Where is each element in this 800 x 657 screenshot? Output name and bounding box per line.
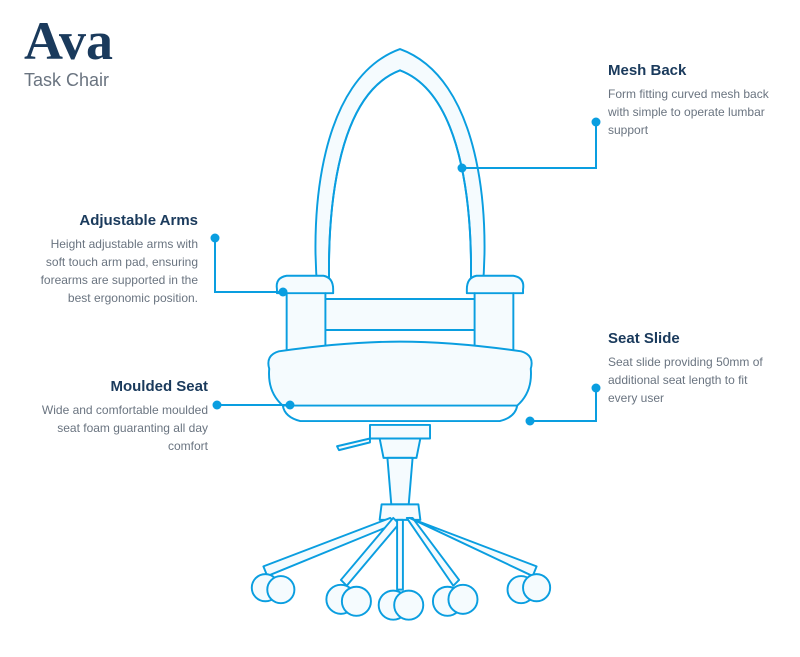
callout-title: Mesh Back bbox=[608, 62, 778, 79]
callout-moulded-seat: Moulded Seat Wide and comfortable moulde… bbox=[38, 378, 208, 455]
callout-title: Moulded Seat bbox=[38, 378, 208, 395]
product-title-block: Ava Task Chair bbox=[24, 14, 113, 91]
callout-body: Wide and comfortable moulded seat foam g… bbox=[38, 401, 208, 455]
callout-adjustable-arms: Adjustable Arms Height adjustable arms w… bbox=[28, 212, 198, 307]
product-subtitle: Task Chair bbox=[24, 70, 113, 91]
callout-body: Height adjustable arms with soft touch a… bbox=[28, 235, 198, 307]
callout-body: Seat slide providing 50mm of additional … bbox=[608, 353, 778, 407]
callout-title: Seat Slide bbox=[608, 330, 778, 347]
callout-title: Adjustable Arms bbox=[28, 212, 198, 229]
callout-seat-slide: Seat Slide Seat slide providing 50mm of … bbox=[608, 330, 778, 407]
chair-illustration bbox=[225, 20, 575, 640]
callout-body: Form fitting curved mesh back with simpl… bbox=[608, 85, 778, 139]
product-name: Ava bbox=[24, 14, 113, 68]
callout-mesh-back: Mesh Back Form fitting curved mesh back … bbox=[608, 62, 778, 139]
